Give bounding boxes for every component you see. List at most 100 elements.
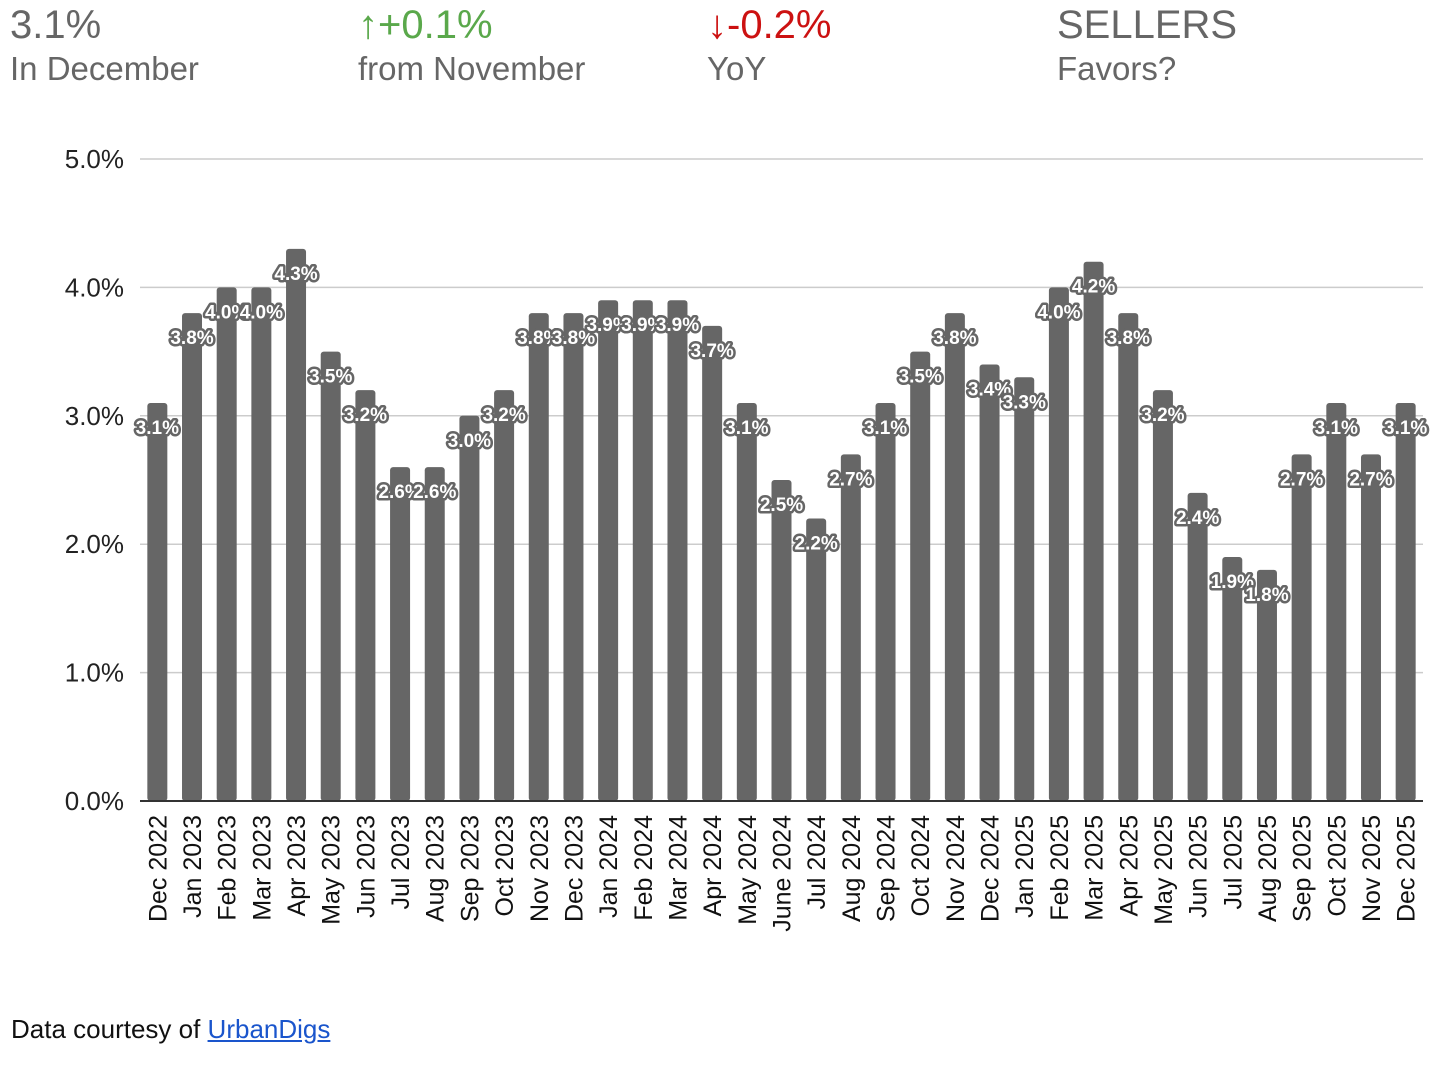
x-tick-label: Sep 2024 <box>873 815 901 922</box>
bar <box>286 248 307 801</box>
bar <box>216 287 237 801</box>
x-tick-label: Jul 2024 <box>803 815 831 910</box>
bar <box>1014 377 1035 801</box>
bar <box>840 454 861 801</box>
data-label: 3.1% <box>1384 418 1427 439</box>
bar <box>806 518 827 801</box>
data-label: 3.2% <box>1141 405 1184 426</box>
x-tick-label: Apr 2024 <box>699 815 727 917</box>
bar <box>494 390 515 801</box>
bar <box>424 467 445 801</box>
bar <box>771 480 792 801</box>
bar <box>702 325 723 801</box>
data-label: 3.2% <box>344 405 387 426</box>
x-tick-label: Feb 2023 <box>214 815 242 921</box>
data-label: 3.5% <box>309 367 352 388</box>
data-label: 2.5% <box>760 495 803 516</box>
data-label: 2.6% <box>413 482 456 503</box>
x-tick-label: Mar 2025 <box>1081 815 1109 921</box>
data-label: 3.2% <box>482 405 525 426</box>
data-label: 2.7% <box>1349 469 1392 490</box>
data-label: 3.9% <box>621 315 664 336</box>
x-tick-label: May 2023 <box>318 815 346 925</box>
bar <box>251 287 272 801</box>
bar <box>459 415 480 801</box>
data-label: 3.8% <box>933 328 976 349</box>
stat-market-favor: SELLERS Favors? <box>1057 2 1237 89</box>
data-label: 3.5% <box>899 367 942 388</box>
stat-value: ↑+0.1% <box>358 3 493 47</box>
x-tick-label: Nov 2025 <box>1358 815 1386 922</box>
bar <box>979 364 1000 801</box>
data-label: 1.8% <box>1245 585 1288 606</box>
arrow-up-icon: ↑ <box>358 3 378 47</box>
data-label: 4.0% <box>205 302 248 323</box>
stat-current-value: 3.1% In December <box>10 2 199 89</box>
data-label: 3.3% <box>1003 392 1046 413</box>
y-tick-label: 4.0% <box>65 272 124 302</box>
stat-value: ↓-0.2% <box>707 3 832 47</box>
x-tick-label: Mar 2023 <box>248 815 276 921</box>
stats-header: 3.1% In December ↑+0.1% from November ↓-… <box>0 0 1434 100</box>
x-tick-label: Feb 2025 <box>1046 815 1074 921</box>
data-label: 4.0% <box>240 302 283 323</box>
x-tick-label: Oct 2023 <box>491 815 519 916</box>
data-label: 3.4% <box>968 379 1011 400</box>
x-tick-label: Mar 2024 <box>664 815 692 921</box>
data-label: 3.9% <box>656 315 699 336</box>
stat-value: SELLERS <box>1057 3 1238 47</box>
data-label: 2.6% <box>378 482 421 503</box>
data-label: 3.8% <box>170 328 213 349</box>
bar <box>1360 454 1381 801</box>
data-label: 4.2% <box>1072 277 1115 298</box>
x-tick-label: Dec 2024 <box>977 815 1005 922</box>
x-tick-label: Dec 2022 <box>144 815 172 922</box>
bar <box>1291 454 1312 801</box>
y-tick-label: 1.0% <box>65 658 124 688</box>
bar <box>667 300 688 801</box>
x-tick-label: Jan 2025 <box>1011 815 1039 918</box>
footer-prefix: Data courtesy of <box>11 1014 208 1044</box>
bar <box>944 313 965 801</box>
x-tick-label: Apr 2025 <box>1115 815 1143 916</box>
bar <box>1326 402 1347 801</box>
bar <box>147 402 168 801</box>
bar <box>875 402 896 801</box>
bar <box>320 351 341 801</box>
x-tick-label: Jan 2024 <box>595 815 623 918</box>
bar-chart-svg: 0.0% 1.0% 2.0% 3.0% 4.0% 5.0% 3.1% Dec 2022 3.8%… <box>65 144 1430 932</box>
bar <box>632 300 653 801</box>
x-tick-label: Dec 2025 <box>1393 815 1421 922</box>
bar <box>1222 557 1243 801</box>
bar <box>910 351 931 801</box>
data-label: 1.9% <box>1211 572 1254 593</box>
data-label: 3.8% <box>552 328 595 349</box>
data-label: 3.0% <box>448 431 491 452</box>
stat-label: YoY <box>707 50 767 87</box>
data-label: 3.1% <box>136 418 179 439</box>
x-tick-label: Jul 2023 <box>387 815 415 910</box>
bar-chart: 0.0% 1.0% 2.0% 3.0% 4.0% 5.0% 3.1% Dec 2022 3.8%… <box>0 110 1434 970</box>
x-tick-label: Jun 2023 <box>352 815 380 918</box>
bar <box>390 467 411 801</box>
bar <box>182 313 203 801</box>
bar <box>1256 569 1277 801</box>
data-label: 4.0% <box>1037 302 1080 323</box>
urbandigs-link[interactable]: UrbanDigs <box>207 1014 331 1044</box>
x-tick-label: Jul 2025 <box>1219 815 1247 910</box>
x-tick-label: Aug 2025 <box>1254 815 1282 922</box>
bar <box>355 390 376 801</box>
x-tick-label: Oct 2025 <box>1323 815 1351 916</box>
x-tick-label: June 2024 <box>769 815 797 932</box>
data-label: 3.1% <box>864 418 907 439</box>
footer-credit: Data courtesy of UrbanDigs <box>11 1014 330 1045</box>
data-label: 3.1% <box>1315 418 1358 439</box>
data-label: 4.3% <box>274 264 317 285</box>
x-tick-label: Nov 2023 <box>526 815 554 922</box>
stat-label: In December <box>10 50 199 87</box>
x-tick-label: Jan 2023 <box>179 815 207 918</box>
bar <box>736 402 757 801</box>
y-tick-label: 3.0% <box>65 401 124 431</box>
x-tick-label: Oct 2024 <box>907 815 935 917</box>
data-label: 2.2% <box>795 534 838 555</box>
